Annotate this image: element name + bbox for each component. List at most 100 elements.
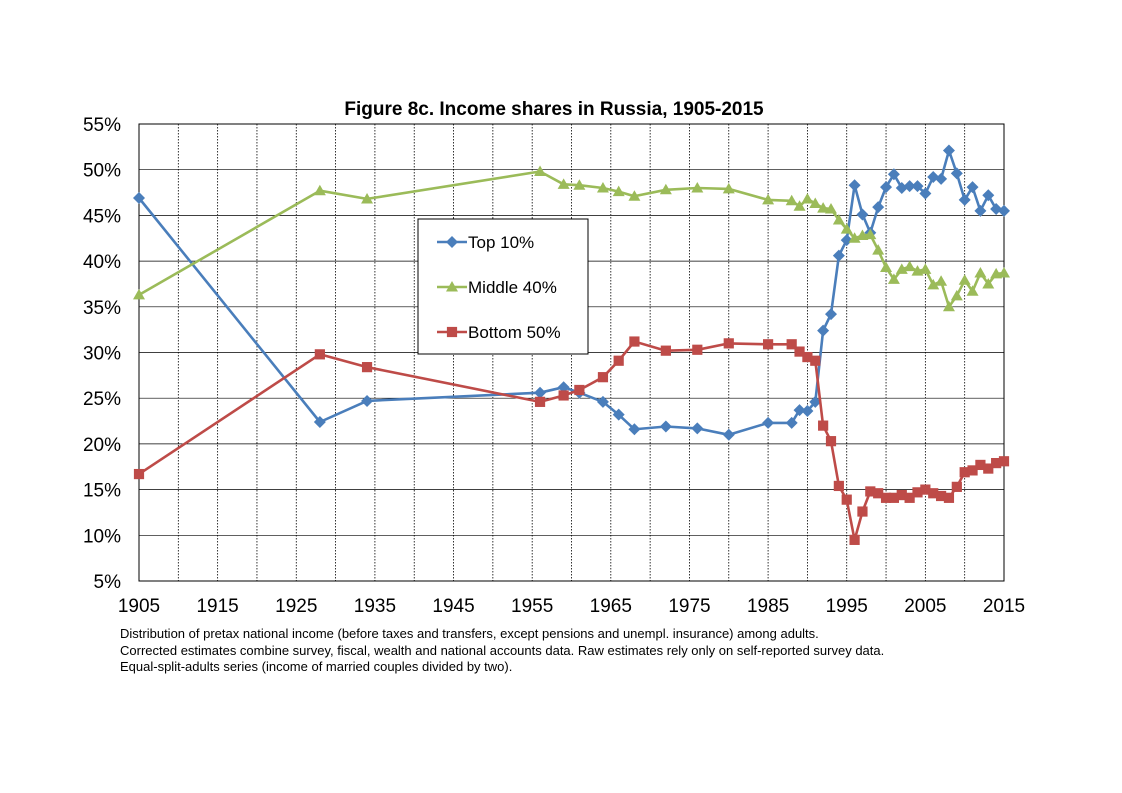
x-tick-label: 2015 (983, 596, 1025, 617)
data-point (849, 534, 860, 545)
data-point (793, 200, 806, 211)
data-point (762, 416, 775, 429)
x-tick-label: 1965 (590, 596, 632, 617)
legend-item: Bottom 50% (437, 323, 561, 342)
data-point (840, 223, 853, 234)
y-tick-label: 25% (83, 389, 121, 410)
data-point (895, 181, 908, 194)
note-line-2: Corrected estimates combine survey, fisc… (120, 642, 885, 658)
legend-item: Top 10% (437, 233, 534, 252)
data-point (927, 171, 940, 184)
data-point (534, 396, 546, 407)
x-tick-label: 1915 (196, 596, 238, 617)
data-point (612, 408, 625, 421)
data-point (133, 288, 145, 300)
data-point (825, 436, 837, 447)
y-axis-ticks: 5% 10% 15% 20% 25% 30% 35% 40% 45% 50% 55% (83, 115, 121, 593)
data-point (832, 249, 845, 262)
data-point (785, 416, 798, 429)
data-point (612, 185, 625, 197)
data-point (958, 274, 971, 285)
data-point (927, 278, 940, 290)
chart-notes: Distribution of pretax national income (… (120, 626, 1080, 676)
data-point (942, 144, 955, 157)
x-tick-label: 1945 (432, 596, 474, 617)
data-point (991, 457, 1002, 469)
y-tick-label: 20% (83, 435, 121, 456)
data-point (558, 390, 569, 401)
data-point (998, 204, 1010, 217)
data-point (896, 489, 907, 501)
chart-title: Figure 8c. Income shares in Russia, 1905… (344, 99, 764, 120)
data-point (361, 192, 374, 204)
data-point (722, 182, 735, 194)
data-point (967, 465, 978, 476)
data-point (596, 395, 609, 408)
data-point (313, 184, 326, 196)
data-point (903, 180, 916, 193)
data-point (998, 456, 1010, 467)
data-point (872, 201, 885, 214)
data-point (982, 189, 995, 202)
data-point (919, 187, 932, 200)
data-point (950, 289, 963, 301)
data-point (628, 190, 641, 201)
data-point (935, 172, 948, 185)
data-point (825, 203, 837, 214)
data-point (864, 228, 877, 240)
data-point (786, 339, 797, 350)
data-point (785, 194, 798, 206)
data-point (998, 266, 1010, 278)
income-shares-chart: Figure 8c. Income shares in Russia, 1905… (83, 99, 1025, 617)
data-point (857, 506, 868, 517)
data-point (596, 181, 609, 193)
data-point (974, 204, 987, 217)
series-bottom-50 (133, 336, 1010, 545)
data-point (794, 346, 805, 357)
data-point (597, 372, 609, 383)
data-point (801, 192, 814, 204)
data-point (888, 492, 900, 503)
data-point (573, 179, 586, 190)
y-tick-label: 45% (83, 206, 121, 227)
data-point (848, 179, 861, 192)
data-point (935, 275, 948, 286)
data-point (958, 193, 971, 206)
data-point (951, 481, 962, 492)
x-tick-label: 1925 (275, 596, 317, 617)
data-point (903, 260, 916, 272)
data-point (802, 351, 813, 363)
data-point (873, 488, 884, 499)
data-point (895, 263, 908, 274)
y-tick-label: 40% (83, 252, 121, 273)
data-point (810, 355, 821, 366)
y-tick-label: 35% (83, 298, 121, 319)
data-point (133, 192, 145, 205)
data-point (659, 183, 672, 195)
data-point (628, 423, 641, 436)
data-point (660, 345, 671, 356)
data-point (887, 273, 900, 284)
data-point (762, 339, 774, 350)
data-point (722, 428, 735, 441)
data-point (950, 167, 963, 180)
x-tick-label: 1935 (354, 596, 396, 617)
series-top-10 (133, 144, 1010, 441)
x-tick-label: 2005 (904, 596, 946, 617)
data-point (911, 180, 924, 193)
data-point (817, 202, 830, 213)
data-point (361, 362, 373, 373)
data-point (856, 208, 869, 221)
data-point (935, 490, 947, 502)
data-point (832, 213, 845, 225)
data-point (904, 492, 915, 503)
data-point (880, 492, 892, 503)
data-point (446, 281, 458, 292)
data-point (446, 326, 458, 338)
data-point (887, 168, 900, 181)
plot-area-border (138, 123, 1005, 582)
data-point (446, 236, 458, 248)
x-axis-ticks: 1905 1915 1925 1935 1945 1955 1965 1975 1985 1995… (118, 596, 1025, 617)
data-point (801, 404, 814, 417)
data-point (809, 395, 822, 408)
